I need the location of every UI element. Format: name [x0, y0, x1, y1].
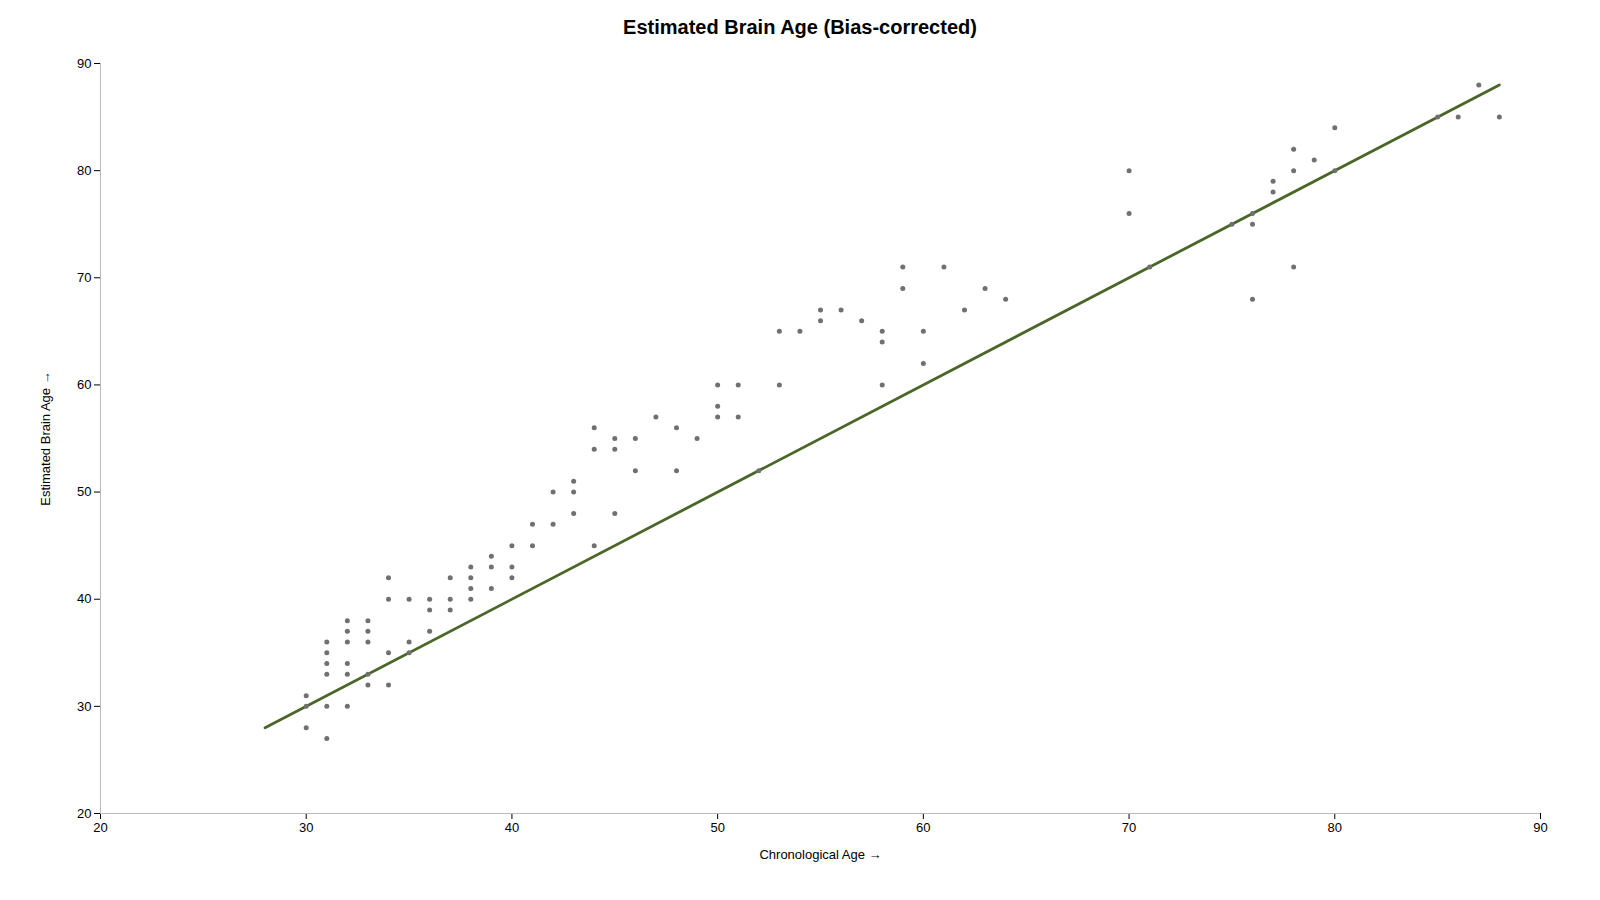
svg-text:20: 20 [93, 820, 107, 835]
svg-text:60: 60 [916, 820, 930, 835]
svg-text:70: 70 [77, 270, 91, 285]
svg-text:30: 30 [299, 820, 313, 835]
svg-text:50: 50 [77, 484, 91, 499]
svg-text:70: 70 [1122, 820, 1136, 835]
svg-text:Chronological Age →: Chronological Age → [759, 847, 881, 862]
svg-text:80: 80 [1328, 820, 1342, 835]
svg-text:50: 50 [710, 820, 724, 835]
svg-text:30: 30 [77, 699, 91, 714]
svg-text:40: 40 [77, 591, 91, 606]
svg-text:40: 40 [505, 820, 519, 835]
svg-text:90: 90 [77, 56, 91, 71]
svg-text:90: 90 [1533, 820, 1547, 835]
svg-text:80: 80 [77, 163, 91, 178]
svg-text:20: 20 [77, 806, 91, 821]
svg-text:60: 60 [77, 377, 91, 392]
svg-text:Estimated Brain Age →: Estimated Brain Age → [38, 371, 53, 505]
html-text:Estimated Brain Age (Bias-corr: Estimated Brain Age (Bias-corrected) [623, 16, 977, 38]
